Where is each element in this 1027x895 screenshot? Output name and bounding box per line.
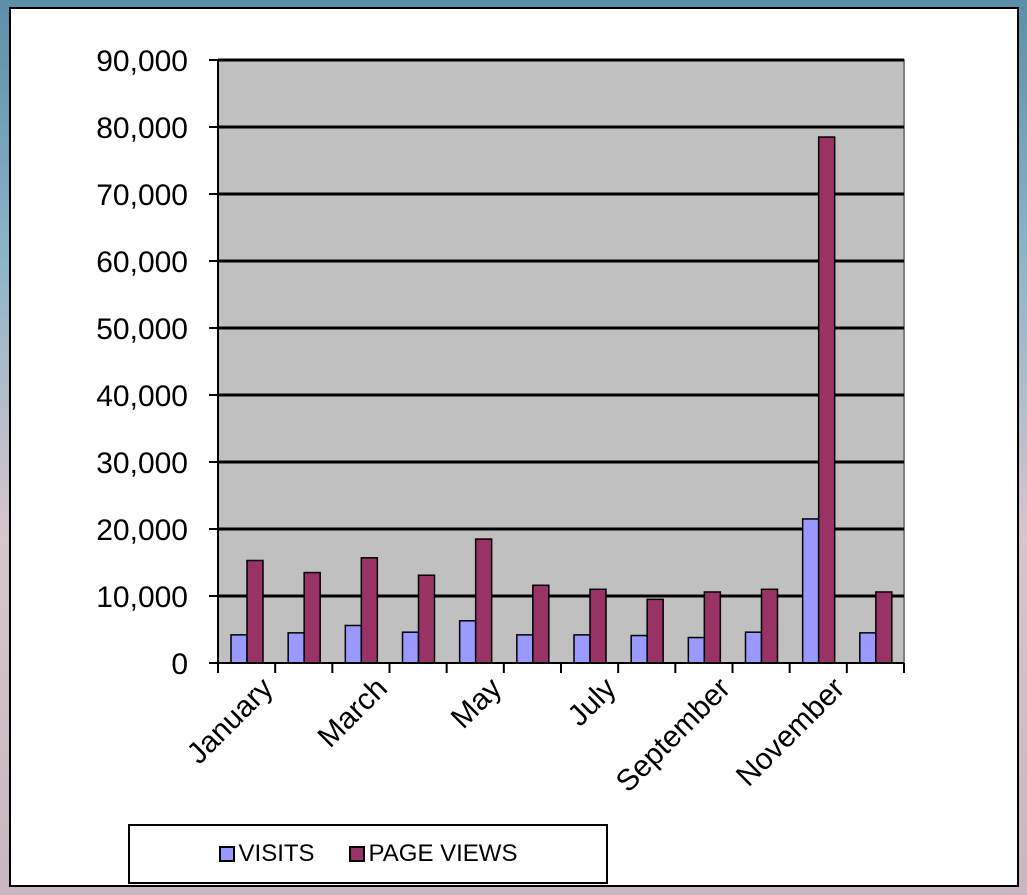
legend-item-page-views: PAGE VIEWS	[348, 840, 518, 868]
x-tick-label: March	[312, 672, 394, 754]
y-tick-label: 40,000	[96, 380, 188, 413]
legend-swatch-visits	[218, 846, 235, 862]
bar-visits-august	[630, 634, 648, 664]
bar-visits-october	[744, 631, 763, 664]
plot-area	[217, 59, 905, 664]
bar-page-views-october	[760, 588, 779, 664]
bar-page-views-august	[646, 598, 664, 664]
y-tick-label: 10,000	[96, 581, 188, 614]
bar-visits-december	[859, 632, 877, 664]
bar-visits-april	[401, 631, 420, 664]
x-tick-label: November	[730, 672, 851, 793]
bar-visits-january	[230, 634, 248, 664]
x-tick-label: September	[610, 672, 737, 799]
y-tick-label: 0	[171, 648, 188, 681]
bar-page-views-december	[875, 591, 893, 664]
bar-visits-september	[687, 636, 706, 664]
y-tick-label: 30,000	[96, 447, 188, 480]
bar-page-views-july	[589, 588, 607, 664]
y-tick-label: 70,000	[96, 179, 188, 212]
bar-visits-may	[458, 620, 477, 664]
x-tick-label: May	[445, 672, 508, 735]
bar-page-views-march	[360, 557, 379, 664]
legend-label-visits: VISITS	[238, 840, 315, 867]
legend: VISITS PAGE VIEWS	[128, 824, 608, 884]
bar-page-views-may	[474, 538, 493, 664]
y-tick-label: 80,000	[96, 112, 188, 145]
bar-visits-february	[287, 632, 305, 664]
bar-page-views-april	[417, 574, 436, 664]
bar-visits-june	[516, 634, 534, 664]
legend-label-page-views: PAGE VIEWS	[368, 840, 518, 867]
y-tick-label: 20,000	[96, 514, 188, 547]
legend-swatch-page-views	[348, 846, 365, 862]
y-tick-label: 50,000	[96, 313, 188, 346]
bar-page-views-november	[817, 136, 836, 664]
bar-page-views-january	[246, 559, 264, 664]
bar-page-views-september	[703, 591, 722, 664]
x-tick-label: July	[561, 672, 622, 733]
x-tick-label: January	[181, 672, 280, 771]
bar-visits-march	[344, 624, 363, 664]
bar-page-views-february	[303, 571, 321, 664]
bar-visits-july	[573, 634, 591, 664]
legend-item-visits: VISITS	[218, 840, 315, 868]
bar-page-views-june	[532, 584, 550, 664]
y-tick-label: 60,000	[96, 246, 188, 279]
y-tick-label: 90,000	[96, 45, 188, 78]
bar-visits-november	[801, 518, 820, 664]
